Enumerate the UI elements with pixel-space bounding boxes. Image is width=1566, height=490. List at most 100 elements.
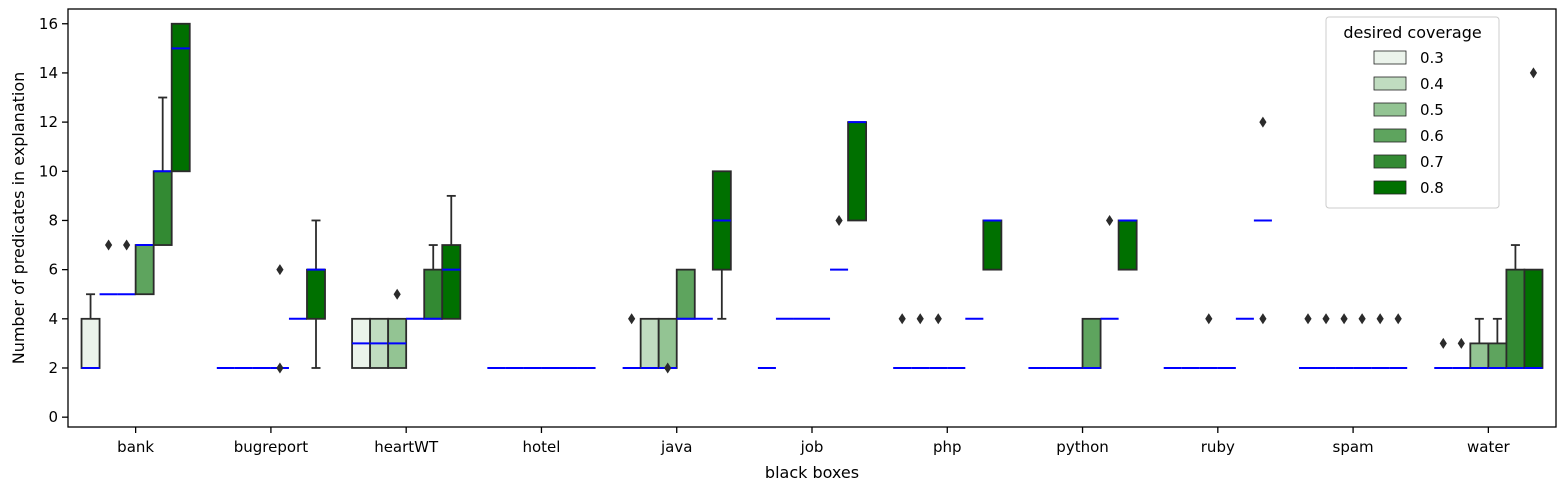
box-spam-0.6	[1353, 313, 1372, 369]
box-water-0.8	[1523, 67, 1544, 369]
legend-item-0.6: 0.6	[1373, 127, 1444, 145]
outlier-point	[104, 239, 113, 251]
y-tick-label: 10	[39, 162, 58, 180]
outlier-point	[1322, 313, 1330, 325]
outlier-point	[664, 362, 672, 374]
box-heartWT-0.8	[441, 194, 462, 320]
box-body	[639, 317, 660, 369]
legend-label: 0.5	[1420, 101, 1444, 119]
x-tick-label-python: python	[1056, 438, 1108, 456]
box-heartWT-0.3	[351, 317, 372, 369]
box-spam-0.3	[1298, 313, 1318, 369]
x-tick-label-hotel: hotel	[522, 438, 560, 456]
legend-label: 0.3	[1420, 49, 1444, 67]
box-body	[306, 268, 326, 320]
box-java-0.5	[657, 317, 678, 374]
outlier-point	[1457, 337, 1465, 349]
legend-title: desired coverage	[1343, 23, 1481, 42]
box-ruby-0.5	[1199, 313, 1218, 369]
box-body	[134, 244, 155, 296]
box-spam-0.4	[1317, 313, 1336, 369]
box-bank-0.4	[99, 239, 118, 296]
outlier-point	[276, 264, 284, 276]
box-body	[152, 170, 173, 246]
legend-swatch	[1373, 76, 1407, 91]
axis-ticks: 0 2 4 6 8 10 12 14 16 bank bugreport heartWT hotel ja…	[39, 15, 1511, 456]
box-job-0.7	[830, 214, 849, 271]
legend-swatch	[1373, 180, 1407, 195]
box-java-0.4	[639, 317, 660, 369]
box-water-0.5	[1469, 317, 1490, 369]
y-axis-label: Number of predicates in explanation	[9, 72, 28, 365]
y-tick-label: 6	[48, 261, 58, 279]
box-body	[657, 317, 678, 369]
box-water-0.3	[1434, 337, 1453, 369]
outlier-point	[1394, 313, 1402, 325]
box-body	[982, 219, 1003, 271]
box-heartWT-0.5	[387, 288, 408, 369]
box-water-0.6	[1487, 317, 1508, 369]
box-body	[1523, 268, 1544, 369]
x-tick-label-water: water	[1467, 438, 1511, 456]
x-tick-label-php: php	[933, 438, 962, 456]
box-bank-0.5	[117, 239, 136, 296]
outlier-point	[1439, 337, 1447, 349]
box-spam-0.5	[1335, 313, 1354, 369]
legend-swatch	[1373, 50, 1407, 65]
legend-item-0.3: 0.3	[1373, 49, 1444, 67]
outlier-point	[1259, 116, 1267, 128]
legend-swatch	[1373, 102, 1407, 117]
outlier-point	[276, 362, 284, 374]
box-heartWT-0.7	[423, 244, 444, 320]
outlier-point	[628, 313, 636, 325]
box-java-0.8	[711, 170, 732, 320]
box-php-0.4	[911, 313, 930, 369]
y-tick-label: 14	[39, 64, 58, 82]
legend: desired coverage 0.3 0.4 0.5 0.6 0.7 0.8	[1325, 16, 1500, 209]
outlier-point	[916, 313, 924, 325]
outlier-point	[1259, 313, 1267, 325]
outlier-point	[835, 214, 843, 226]
legend-frame	[1325, 16, 1500, 209]
box-bank-0.3	[80, 293, 101, 369]
outlier-point	[934, 313, 942, 325]
x-tick-label-ruby: ruby	[1201, 438, 1235, 456]
y-tick-label: 4	[48, 310, 58, 328]
box-ruby-0.8	[1253, 116, 1272, 325]
box-body	[1469, 342, 1490, 369]
box-bank-0.8	[170, 22, 191, 173]
legend-label: 0.8	[1420, 179, 1444, 197]
outlier-point	[1358, 313, 1366, 325]
box-php-0.5	[929, 313, 948, 369]
x-axis-label: black boxes	[765, 463, 859, 482]
legend-item-0.5: 0.5	[1373, 101, 1444, 119]
y-tick-label: 2	[48, 359, 58, 377]
outlier-point	[123, 239, 131, 251]
outlier-point	[1340, 313, 1348, 325]
x-tick-label-job: job	[800, 438, 824, 456]
box-bank-0.7	[152, 96, 173, 246]
box-body	[441, 244, 462, 320]
box-body	[847, 121, 868, 222]
outlier-point	[1304, 313, 1312, 325]
plot-area	[80, 22, 1544, 374]
box-python-0.8	[1117, 219, 1138, 271]
box-water-0.4	[1452, 337, 1471, 369]
outlier-point	[1376, 313, 1384, 325]
y-tick-label: 16	[39, 15, 58, 33]
x-tick-label-heartWT: heartWT	[374, 438, 439, 456]
box-body	[675, 268, 696, 320]
legend-label: 0.6	[1420, 127, 1444, 145]
legend-item-0.4: 0.4	[1373, 75, 1444, 93]
legend-item-0.7: 0.7	[1373, 153, 1444, 171]
box-java-0.3	[622, 313, 641, 369]
legend-item-0.8: 0.8	[1373, 179, 1444, 197]
outlier-point	[1205, 313, 1213, 325]
x-tick-label-bugreport: bugreport	[234, 438, 308, 456]
box-body	[1505, 268, 1526, 369]
box-php-0.8	[982, 219, 1003, 271]
outlier-point	[393, 288, 401, 300]
box-heartWT-0.4	[369, 317, 390, 369]
outlier-point	[1529, 67, 1538, 79]
